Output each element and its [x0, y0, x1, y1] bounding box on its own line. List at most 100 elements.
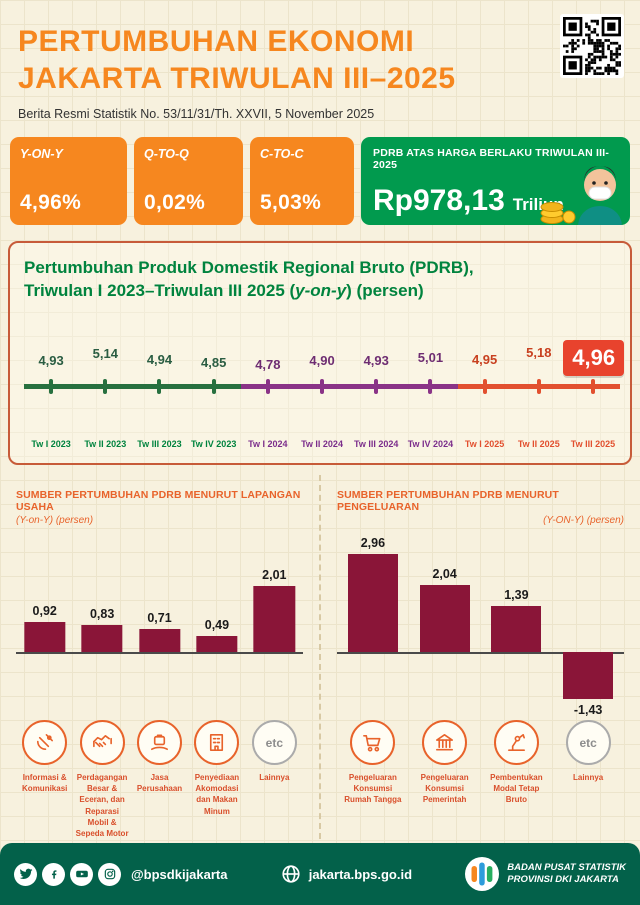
bar-value: -1,43 — [573, 703, 603, 718]
bar-value: 2,01 — [262, 568, 287, 583]
page-title: PERTUMBUHAN EKONOMI JAKARTA TRIWULAN III… — [18, 24, 622, 97]
bar — [253, 586, 295, 653]
timeline-tick — [49, 379, 54, 395]
timeline-point: 4,85 Tw IV 2023 — [186, 316, 241, 450]
category: etc Lainnya — [552, 720, 624, 806]
category: Informasi & Komunikasi — [16, 720, 73, 839]
stat-box-ctoc: C-TO-C 5,03% — [250, 137, 354, 226]
bar-column: 2,96 — [337, 536, 409, 653]
timeline-tick — [265, 379, 270, 395]
growth-title: Pertumbuhan Produk Domestik Regional Bru… — [24, 258, 474, 300]
stat-value: 4,96% — [20, 191, 82, 215]
point-value: 4,93 — [38, 352, 64, 368]
category-label: Jasa Perusahaan — [136, 773, 183, 794]
page-title-line1: PERTUMBUHAN EKONOMI — [18, 25, 415, 58]
stat-value: 0,02% — [144, 191, 206, 215]
source-charts: SUMBER PERTUMBUHAN PDRB MENURUT LAPANGAN… — [0, 475, 640, 840]
timeline-point: 4,78 Tw I 2024 — [240, 316, 295, 450]
globe-icon — [280, 863, 302, 885]
bar-column: 0,83 — [73, 540, 130, 653]
etc-icon: etc — [565, 720, 611, 766]
growth-section: Pertumbuhan Produk Domestik Regional Bru… — [8, 241, 632, 466]
axis-label: Tw III 2024 — [354, 439, 399, 450]
stat-label: C-TO-C — [260, 147, 304, 162]
qr-code — [560, 14, 624, 78]
youtube-icon — [70, 862, 93, 886]
axis-label: Tw IV 2023 — [190, 439, 237, 450]
category-label: Perdagangan Besar & Eceran, dan Reparasi… — [75, 773, 129, 838]
point-value: 5,14 — [92, 346, 118, 362]
bar — [81, 625, 123, 653]
bar — [419, 585, 470, 653]
bar — [347, 554, 398, 653]
qr-code-pattern — [563, 17, 621, 75]
header: PERTUMBUHAN EKONOMI JAKARTA TRIWULAN III… — [0, 0, 640, 121]
axis-label: Tw III 2025 — [570, 439, 616, 450]
stat-value: 5,03% — [260, 191, 322, 215]
axis-label: Tw IV 2024 — [407, 439, 454, 450]
timeline-tick — [211, 379, 216, 395]
bars-area: 0,92 0,83 0,71 0,49 2,01 — [16, 540, 303, 655]
stat-box-qtoq: Q-TO-Q 0,02% — [134, 137, 243, 226]
timeline-tick — [482, 379, 487, 395]
category: Pengeluaran Konsumsi Pemerintah — [409, 720, 481, 806]
bar-column: 2,04 — [409, 540, 481, 653]
axis-label: Tw I 2025 — [464, 439, 505, 450]
point-value: 4,94 — [146, 352, 173, 368]
etc-icon: etc — [251, 720, 297, 766]
axis-label: Tw I 2023 — [31, 439, 71, 450]
footer-social-group: @bpsdkijakarta — [14, 862, 228, 886]
category-label: Pembentukan Modal Tetap Bruto — [490, 773, 543, 805]
axis-label: Tw II 2025 — [517, 439, 560, 450]
timeline-tick — [428, 379, 433, 395]
stats-row: Y-ON-Y 4,96% Q-TO-Q 0,02% C-TO-C 5,03% P… — [10, 137, 630, 226]
category-label: Pengeluaran Konsumsi Rumah Tangga — [344, 773, 402, 805]
timeline-point: 4,90 Tw II 2024 — [294, 316, 350, 449]
social-handle: @bpsdkijakarta — [131, 866, 228, 882]
chart-pengeluaran: SUMBER PERTUMBUHAN PDRB MENURUT PENGELUA… — [321, 475, 640, 839]
category-label: Penyediaan Akomodasi dan Makan Minum — [194, 773, 240, 816]
org-name: BADAN PUSAT STATISTIK PROVINSI DKI JAKAR… — [507, 861, 626, 885]
chart-title: SUMBER PERTUMBUHAN PDRB MENURUT PENGELUA… — [337, 489, 559, 514]
timeline-chart: 4,93 Tw I 2023 5,14 Tw II 2023 4,94 Tw III 20… — [24, 316, 625, 450]
bar — [24, 622, 66, 653]
stat-box-yony: Y-ON-Y 4,96% — [10, 137, 127, 226]
bar — [563, 652, 614, 700]
bar-value: 2,04 — [432, 567, 457, 582]
timeline-point: 4,93 Tw III 2024 — [349, 316, 404, 450]
axis-label: Tw I 2024 — [248, 439, 288, 450]
category: Pengeluaran Konsumsi Rumah Tangga — [337, 720, 409, 806]
category: etc Lainnya — [246, 720, 303, 839]
category: Penyediaan Akomodasi dan Makan Minum — [188, 720, 245, 839]
axis-label: Tw III 2023 — [137, 439, 182, 450]
bar-column: 1,39 — [481, 540, 553, 653]
timeline-point: 4,96 Tw III 2025 — [563, 316, 625, 450]
point-value: 4,93 — [363, 352, 389, 368]
briefcase-hand-icon — [137, 720, 183, 766]
timeline-tick — [157, 379, 162, 395]
stat-label: Q-TO-Q — [144, 147, 189, 162]
timeline-point: 4,93 Tw I 2023 — [24, 316, 79, 450]
bar-column: -1,43 — [552, 540, 624, 717]
pdrb-value-row: Rp978,13 Triliun — [373, 184, 618, 218]
highlighted-value: 4,96 — [563, 340, 625, 377]
category-label: Lainnya — [573, 773, 604, 783]
timeline-tick — [590, 379, 595, 395]
point-value: 4,95 — [471, 351, 498, 367]
footer-org-group: BADAN PUSAT STATISTIK PROVINSI DKI JAKAR… — [464, 856, 626, 892]
timeline-tick — [536, 379, 541, 395]
social-icons — [14, 862, 121, 886]
government-building-icon — [422, 720, 468, 766]
growth-title-line1: Pertumbuhan Produk Domestik Regional Bru… — [24, 258, 474, 278]
bar — [491, 606, 542, 653]
bar — [138, 629, 181, 653]
point-value: 5,01 — [417, 350, 444, 366]
timeline-point: 4,94 Tw III 2023 — [132, 316, 187, 450]
pdrb-label: PDRB ATAS HARGA BERLAKU TRIWULAN III-202… — [373, 147, 610, 172]
robot-arm-icon — [493, 720, 539, 766]
timeline-point: 4,95 Tw I 2025 — [457, 316, 512, 450]
categories-row: Informasi & Komunikasi Perdagangan Besar … — [16, 720, 303, 839]
category-label: Lainnya — [259, 773, 290, 783]
axis-label: Tw II 2023 — [84, 439, 127, 450]
